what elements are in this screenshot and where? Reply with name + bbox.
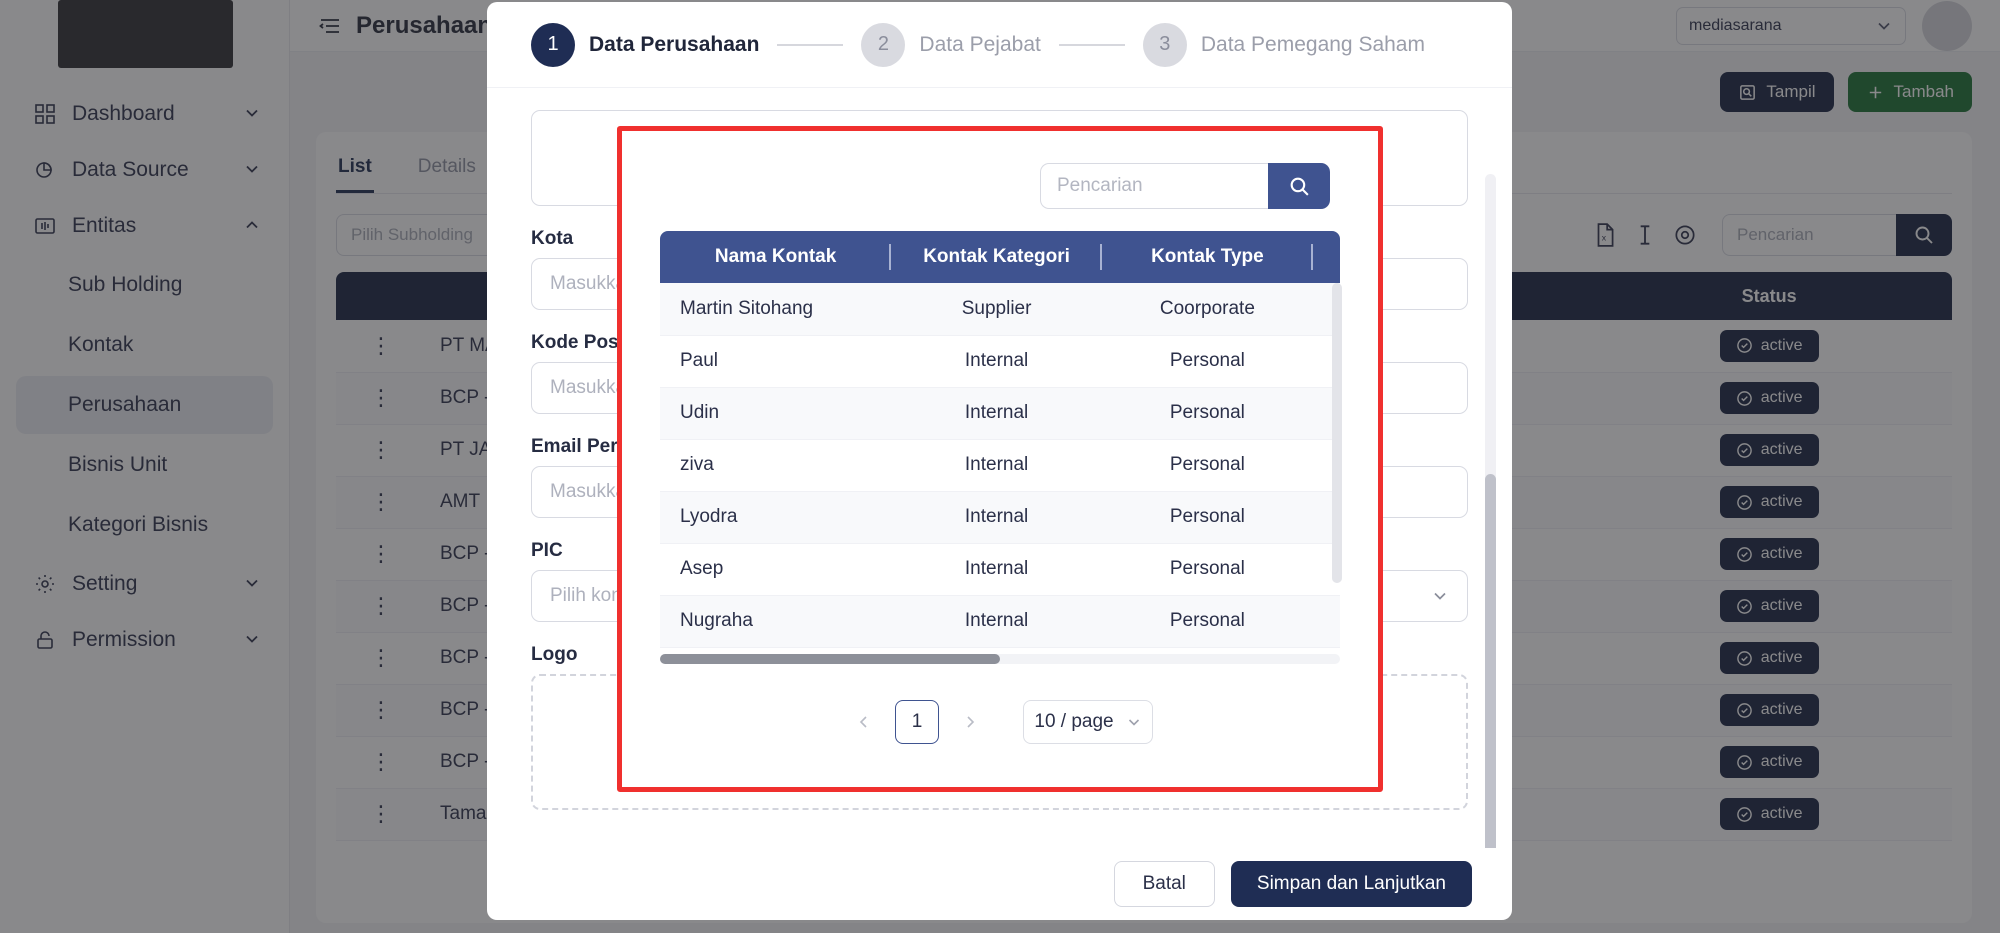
step-number: 3 — [1142, 22, 1187, 67]
save-and-continue-button[interactable]: Simpan dan Lanjutkan — [1230, 861, 1472, 907]
contact-table-header-row: Nama Kontak Kontak Kategori Kontak Type — [660, 231, 1340, 283]
logo-label: Logo — [531, 644, 578, 665]
step-number: 2 — [861, 22, 906, 67]
contact-row[interactable]: Martin Sitohang Supplier Coorporate — [660, 283, 1340, 336]
contact-search-button[interactable] — [1268, 163, 1330, 209]
contact-table-vertical-scrollbar[interactable] — [1332, 283, 1342, 583]
contact-picker-inner: Pencarian Nama Kontak Kontak Kategori — [622, 131, 1378, 787]
cell-kontak-type: Personal — [1101, 387, 1313, 440]
col-nama-kontak[interactable]: Nama Kontak — [660, 231, 892, 283]
cell-kontak-kategori: Internal — [891, 335, 1102, 388]
cell-kontak-kategori: Internal — [891, 387, 1102, 440]
cell-nama-kontak: Asep — [660, 543, 892, 596]
cell-kontak-kategori: Internal — [891, 439, 1102, 492]
step-label: Data Pejabat — [919, 32, 1041, 56]
col-kontak-type[interactable]: Kontak Type — [1101, 231, 1313, 283]
contact-picker-search-row: Pencarian — [660, 153, 1340, 209]
page-number-1[interactable]: 1 — [895, 699, 939, 744]
page-size-select[interactable]: 10 / page — [1023, 699, 1153, 744]
pic-label: PIC — [531, 540, 563, 561]
contact-row[interactable]: Lyodra Internal Personal — [660, 491, 1340, 544]
step-data-perusahaan[interactable]: 1 Data Perusahaan — [531, 22, 760, 67]
cell-nama-kontak: Martin Sitohang — [660, 283, 892, 336]
search-icon — [1288, 175, 1311, 198]
contact-picker-panel: Pencarian Nama Kontak Kontak Kategori — [617, 126, 1383, 792]
cell-kontak-kategori: Internal — [891, 543, 1102, 596]
wizard-scrollbar-thumb[interactable] — [1485, 474, 1496, 848]
cell-nama-kontak: Lyodra — [660, 491, 892, 544]
col-kontak-kategori[interactable]: Kontak Kategori — [891, 231, 1102, 283]
cell-kontak-type: Personal — [1101, 439, 1313, 492]
contact-table-body: Martin Sitohang Supplier Coorporate Paul In… — [660, 283, 1340, 648]
kode-pos-label: Kode Pos — [531, 332, 619, 353]
chevron-left-icon[interactable] — [847, 705, 881, 739]
kota-label: Kota — [531, 228, 574, 249]
cell-nama-kontak: Nugraha — [660, 595, 892, 648]
step-label: Data Perusahaan — [589, 32, 760, 56]
step-connector — [777, 43, 844, 46]
col-spacer — [1312, 231, 1340, 283]
contact-table-vertical-thumb[interactable] — [1332, 283, 1342, 583]
contact-pagination: 1 10 / page — [660, 699, 1340, 744]
column-divider — [1310, 244, 1313, 270]
contact-row[interactable]: ziva Internal Personal — [660, 439, 1340, 492]
contact-search-group: Pencarian — [1040, 163, 1330, 209]
cell-kontak-type: Personal — [1101, 491, 1313, 544]
contact-row[interactable]: Paul Internal Personal — [660, 335, 1340, 388]
page-size-value: 10 / page — [1034, 710, 1114, 732]
cell-kontak-type: Personal — [1101, 335, 1313, 388]
cell-kontak-kategori: Internal — [891, 595, 1102, 648]
contact-table: Nama Kontak Kontak Kategori Kontak Type … — [660, 231, 1340, 648]
column-divider — [889, 244, 892, 270]
cell-nama-kontak: Paul — [660, 335, 892, 388]
cell-kontak-kategori: Internal — [891, 491, 1102, 544]
cell-kontak-type: Personal — [1101, 543, 1313, 596]
cell-kontak-type: Personal — [1101, 595, 1313, 648]
step-data-pemegang-saham[interactable]: 3 Data Pemegang Saham — [1142, 22, 1425, 67]
contact-table-horizontal-thumb[interactable] — [660, 653, 1000, 664]
contact-row[interactable]: Nugraha Internal Personal — [660, 595, 1340, 648]
wizard-footer: Batal Simpan dan Lanjutkan — [487, 848, 1512, 920]
cell-spacer — [1312, 595, 1340, 648]
step-label: Data Pemegang Saham — [1200, 32, 1425, 56]
contact-table-wrap: Nama Kontak Kontak Kategori Kontak Type … — [660, 231, 1342, 664]
column-divider — [1099, 244, 1102, 270]
cell-kontak-kategori: Supplier — [891, 283, 1102, 336]
contact-search-input[interactable]: Pencarian — [1040, 163, 1268, 209]
chevron-down-icon — [1431, 587, 1449, 605]
step-number: 1 — [531, 22, 575, 67]
contact-table-horizontal-scrollbar[interactable] — [660, 653, 1340, 664]
step-connector — [1058, 43, 1125, 46]
wizard-stepper: 1 Data Perusahaan 2 Data Pejabat 3 Data … — [487, 2, 1512, 88]
step-data-pejabat[interactable]: 2 Data Pejabat — [861, 22, 1041, 67]
contact-row[interactable]: Udin Internal Personal — [660, 387, 1340, 440]
cell-kontak-type: Coorporate — [1101, 283, 1313, 336]
contact-row[interactable]: Asep Internal Personal — [660, 543, 1340, 596]
wizard-scrollbar[interactable] — [1485, 174, 1496, 848]
chevron-right-icon[interactable] — [953, 705, 987, 739]
cell-nama-kontak: ziva — [660, 439, 892, 492]
cancel-button[interactable]: Batal — [1113, 861, 1215, 907]
cell-nama-kontak: Udin — [660, 387, 892, 440]
chevron-down-icon — [1126, 714, 1142, 730]
